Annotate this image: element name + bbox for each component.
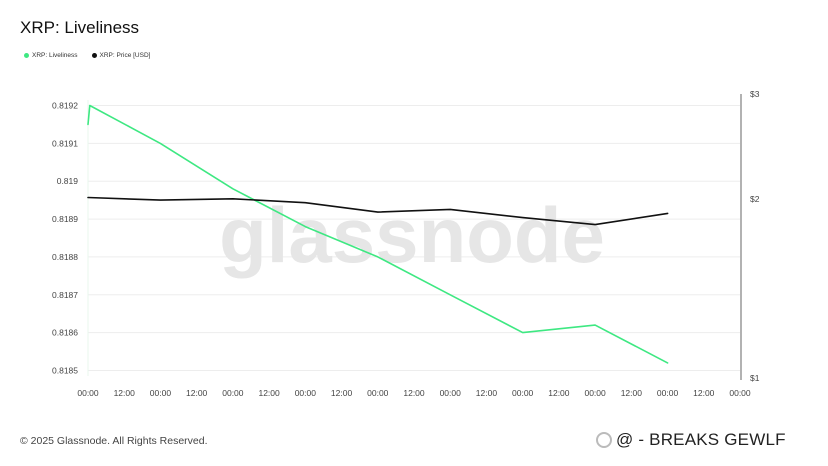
watermark: glassnode xyxy=(219,191,605,279)
axes xyxy=(87,94,742,380)
legend-label-price: XRP: Price [USD] xyxy=(99,52,151,59)
y-left-tick-label: 0.8188 xyxy=(52,252,78,262)
y-left-tick-label: 0.8192 xyxy=(52,101,78,111)
y-right-tick-label: $3 xyxy=(750,89,760,99)
y-left-tick-label: 0.8187 xyxy=(52,290,78,300)
x-tick-label: 12:00 xyxy=(258,388,280,398)
x-tick-label: 00:00 xyxy=(367,388,389,398)
source-logo-icon xyxy=(596,432,612,448)
source-text: @ - BREAKS GEWLF xyxy=(616,430,786,449)
series-lines xyxy=(87,104,669,364)
y-left-tick-label: 0.8185 xyxy=(52,366,78,376)
legend-item-liveliness[interactable]: XRP: Liveliness xyxy=(24,52,78,59)
source-overlay: @ - BREAKS GEWLF xyxy=(596,430,786,450)
x-tick-label: 00:00 xyxy=(150,388,172,398)
x-tick-label: 00:00 xyxy=(77,388,99,398)
x-tick-label: 12:00 xyxy=(403,388,425,398)
y-left-tick-label: 0.8186 xyxy=(52,328,78,338)
x-tick-label: 12:00 xyxy=(548,388,570,398)
legend: XRP: Liveliness XRP: Price [USD] xyxy=(24,52,150,59)
x-tick-label: 00:00 xyxy=(512,388,534,398)
x-tick-label: 00:00 xyxy=(440,388,462,398)
x-axis-ticks: 00:00 12:00 00:00 12:00 00:00 12:00 00:00 12:00… xyxy=(77,388,751,398)
chart-title: XRP: Liveliness xyxy=(20,18,140,37)
x-tick-label: 12:00 xyxy=(621,388,643,398)
x-tick-label: 00:00 xyxy=(222,388,244,398)
legend-item-price[interactable]: XRP: Price [USD] xyxy=(91,52,151,59)
series-line-price xyxy=(87,196,669,226)
copyright-footer: © 2025 Glassnode. All Rights Reserved. xyxy=(20,435,208,447)
y-left-tick-label: 0.819 xyxy=(57,176,79,186)
x-tick-label: 00:00 xyxy=(584,388,606,398)
y-right-tick-label: $2 xyxy=(750,194,760,204)
legend-label-liveliness: XRP: Liveliness xyxy=(32,52,78,59)
x-tick-label: 00:00 xyxy=(657,388,679,398)
x-tick-label: 12:00 xyxy=(186,388,208,398)
x-tick-label: 12:00 xyxy=(114,388,136,398)
x-tick-label: 00:00 xyxy=(295,388,317,398)
x-tick-label: 12:00 xyxy=(331,388,353,398)
y-right-tick-label: $1 xyxy=(750,373,760,383)
series-line-liveliness xyxy=(87,104,669,364)
y-left-tick-label: 0.8189 xyxy=(52,214,78,224)
y-left-tick-label: 0.8191 xyxy=(52,138,78,148)
legend-marker-price-icon xyxy=(91,53,97,58)
y-axis-left-ticks: 0.8185 0.8186 0.8187 0.8188 0.8189 0.819 0.819… xyxy=(52,101,78,376)
legend-marker-liveliness-icon xyxy=(24,53,29,58)
x-tick-label: 12:00 xyxy=(476,388,498,398)
grid xyxy=(88,105,740,371)
x-tick-label: 12:00 xyxy=(693,388,715,398)
x-tick-label: 00:00 xyxy=(729,388,751,398)
y-axis-right-ticks: $1 $2 $3 xyxy=(750,89,760,383)
